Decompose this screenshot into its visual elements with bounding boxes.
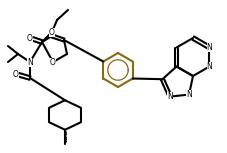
Text: O: O <box>50 58 56 67</box>
Text: N: N <box>206 62 211 71</box>
Text: O: O <box>27 34 33 43</box>
Text: N: N <box>185 90 191 99</box>
Text: N: N <box>167 92 172 101</box>
Text: O: O <box>49 28 55 37</box>
Text: N: N <box>27 58 33 67</box>
Text: N: N <box>206 43 211 52</box>
Text: O: O <box>13 69 19 78</box>
